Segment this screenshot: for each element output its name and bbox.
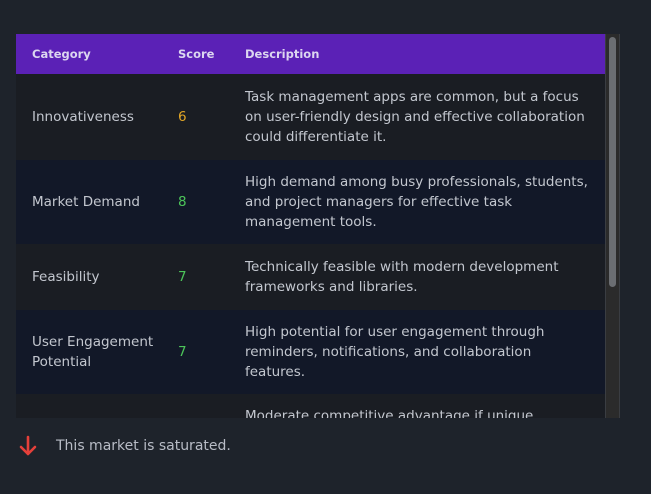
evaluation-table: Category Score Description Innovativenes… (16, 34, 620, 418)
row-description: High potential for user engagement throu… (245, 324, 545, 380)
table-row: User Engagement Potential 7 High potenti… (16, 310, 605, 394)
row-description: Technically feasible with modern develop… (245, 259, 559, 295)
table-row: Innovativeness 6 Task management apps ar… (16, 74, 605, 160)
header-category: Category (32, 47, 91, 61)
row-description: High demand among busy professionals, st… (245, 174, 588, 230)
scrollbar-thumb[interactable] (609, 37, 616, 287)
table-header: Category Score Description (16, 34, 605, 74)
header-description: Description (245, 47, 320, 61)
row-score: 8 (178, 194, 187, 210)
row-score: 7 (178, 269, 187, 285)
row-description: Moderate competitive advantage if unique (245, 408, 534, 418)
row-category: Innovativeness (32, 109, 134, 125)
row-score: 7 (178, 344, 187, 360)
table-row: Feasibility 7 Technically feasible with … (16, 244, 605, 310)
row-category: Feasibility (32, 269, 100, 285)
header-score: Score (178, 47, 215, 61)
row-category: Market Demand (32, 194, 140, 210)
row-score: 6 (178, 109, 187, 125)
table-scrollbar[interactable] (605, 34, 620, 418)
verdict-text: This market is saturated. (56, 438, 231, 454)
arrow-down-icon (16, 434, 40, 458)
verdict-message: This market is saturated. (16, 434, 231, 458)
row-category: User Engagement Potential (32, 334, 154, 370)
row-description: Task management apps are common, but a f… (245, 89, 585, 145)
table-row: Moderate competitive advantage if unique (16, 394, 605, 418)
table-row: Market Demand 8 High demand among busy p… (16, 160, 605, 244)
